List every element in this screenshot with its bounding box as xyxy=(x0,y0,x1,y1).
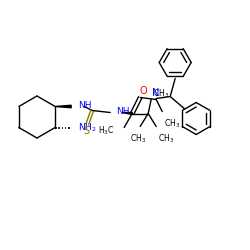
Polygon shape xyxy=(55,105,71,108)
Text: O: O xyxy=(139,86,147,96)
Text: H$_3$C: H$_3$C xyxy=(98,124,114,137)
Text: CH$_3$: CH$_3$ xyxy=(153,87,169,100)
Text: N: N xyxy=(152,88,160,99)
Text: CH$_3$: CH$_3$ xyxy=(130,132,146,145)
Text: NH$_2$: NH$_2$ xyxy=(78,121,97,134)
Text: NH: NH xyxy=(78,101,92,110)
Text: NH: NH xyxy=(116,107,130,116)
Text: CH$_3$: CH$_3$ xyxy=(158,132,174,145)
Polygon shape xyxy=(122,112,132,114)
Text: CH$_3$: CH$_3$ xyxy=(164,118,180,130)
Text: S: S xyxy=(83,126,89,136)
